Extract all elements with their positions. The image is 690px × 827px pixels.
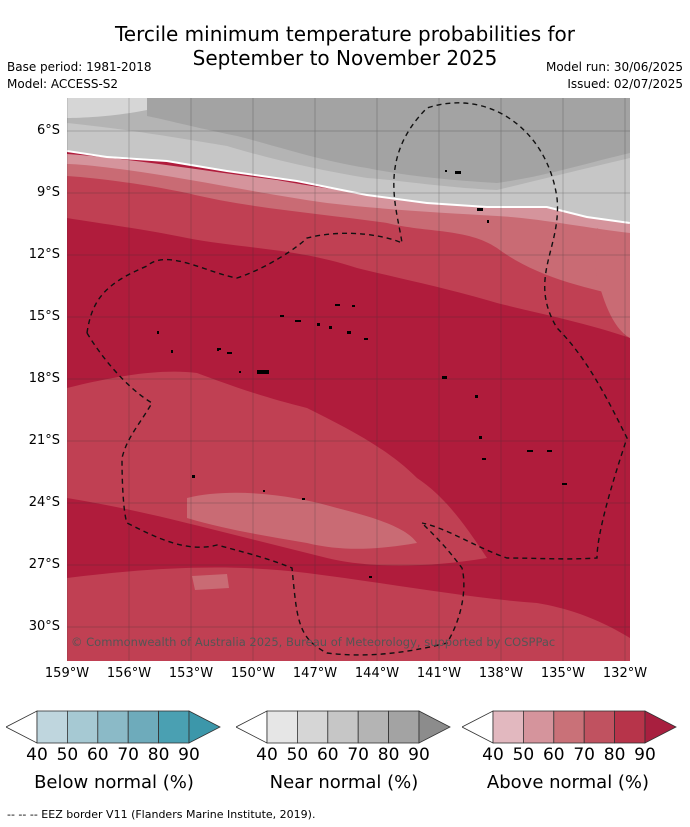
lat-label-24s: 24°S [28,495,60,510]
near-tick-80: 80 [377,745,400,765]
near-swatch [266,710,298,744]
above-normal-colorbar [462,710,677,744]
above-swatch [492,710,524,744]
lat-label-15s: 15°S [28,309,60,324]
lat-label-12s: 12°S [28,247,60,262]
above-60-blob [187,492,417,549]
lon-label-132w: 132°W [602,666,648,681]
islands [157,170,567,578]
lat-label-9s: 9°S [36,185,60,200]
below-tick-90: 90 [178,745,200,765]
near-tick-40: 40 [256,745,278,765]
near-tick-50: 50 [286,745,309,765]
lon-label-153w: 153°W [168,666,214,681]
above-tick-90: 90 [634,745,656,765]
above-tick-80: 80 [603,745,626,765]
above-50-band [67,154,630,233]
meta-left: Base period: 1981-2018 Model: ACCESS-S2 [7,59,152,93]
near-normal-colorbar [236,710,451,744]
near-swatch [388,710,420,744]
meta-right: Model run: 30/06/2025 Issued: 02/07/2025 [546,59,683,93]
lon-label-150w: 150°W [230,666,276,681]
above-60-band [67,156,630,298]
issued-date: Issued: 02/07/2025 [567,77,683,91]
near-50-region [67,98,147,118]
below-tick-80: 80 [147,745,170,765]
graticule [67,98,630,661]
base-period: Base period: 1981-2018 [7,60,152,74]
lat-label-30s: 30°S [28,619,60,634]
near-tick-70: 70 [347,745,369,765]
title-line-1: Tercile minimum temperature probabilitie… [114,22,576,46]
above-60-patch [192,574,229,590]
near-normal-label: Near normal (%) [269,772,419,793]
eez-footnote: -- -- -- EEZ border V11 (Flanders Marine… [7,808,316,821]
near-80-region [147,98,630,183]
lat-label-21s: 21°S [28,433,60,448]
above-tick-70: 70 [573,745,595,765]
below-swatch [127,710,159,744]
near-swatch [297,710,329,744]
below-tick-40: 40 [26,745,48,765]
model-name: Model: ACCESS-S2 [7,77,119,91]
near-swatch [327,710,359,744]
lon-label-144w: 144°W [354,666,400,681]
above-tick-50: 50 [512,745,535,765]
above-70-blob [67,371,487,566]
probability-map: © Commonwealth of Australia 2025, Bureau… [67,98,630,661]
above-tick-40: 40 [482,745,504,765]
above-70-south [67,567,630,661]
below-swatch [67,710,99,744]
model-run: Model run: 30/06/2025 [545,60,683,74]
below-tick-70: 70 [117,745,139,765]
eez-borders [86,102,628,656]
near-tick-60: 60 [316,745,339,765]
lon-label-147w: 147°W [292,666,338,681]
above-swatch [614,710,646,744]
lat-label-27s: 27°S [28,557,60,572]
near-tick-90: 90 [408,745,430,765]
lon-label-138w: 138°W [478,666,524,681]
below-swatch [97,710,129,744]
below-swatch [36,710,68,744]
below-swatch [158,710,190,744]
lon-label-159w: 159°W [44,666,90,681]
copyright-notice: © Commonwealth of Australia 2025, Bureau… [71,635,556,649]
map-title: Tercile minimum temperature probabilitie… [0,22,690,70]
lon-label-135w: 135°W [540,666,586,681]
title-line-2: September to November 2025 [192,46,498,70]
above-tick-60: 60 [542,745,565,765]
above-swatch [553,710,585,744]
map-svg [67,98,630,661]
above-swatch [583,710,615,744]
near-swatch [357,710,389,744]
above-60-east [595,228,630,338]
below-normal-colorbar [6,710,221,744]
below-normal-label: Below normal (%) [34,772,194,793]
above-normal-label: Above normal (%) [486,772,650,793]
below-tick-50: 50 [56,745,79,765]
lon-label-141w: 141°W [416,666,462,681]
above-70-band [67,156,630,338]
lat-label-6s: 6°S [36,123,60,138]
above-swatch [523,710,555,744]
below-tick-60: 60 [86,745,109,765]
lon-label-156w: 156°W [106,666,152,681]
lat-label-18s: 18°S [28,371,60,386]
